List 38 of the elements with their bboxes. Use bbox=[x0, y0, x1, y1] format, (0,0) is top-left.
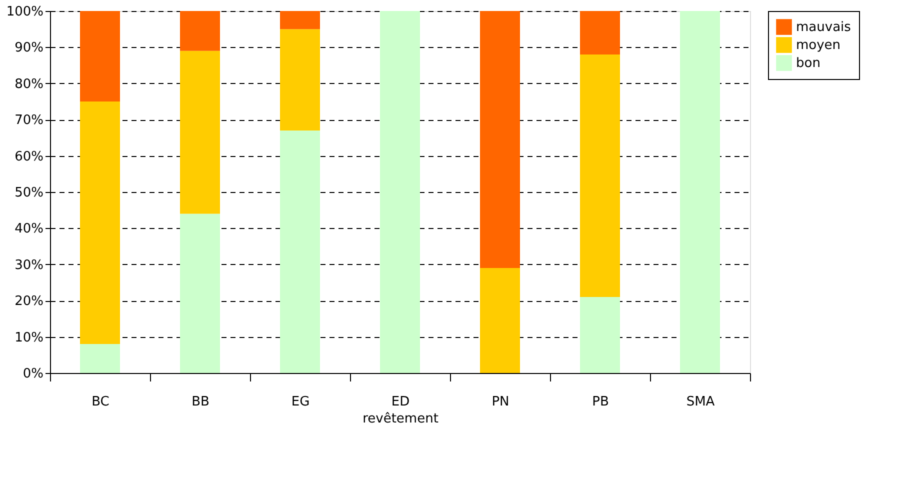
x-tick-label: ED bbox=[391, 394, 410, 410]
x-tick-label: BC bbox=[92, 394, 110, 410]
bar bbox=[180, 50, 220, 214]
x-tick-label: PN bbox=[492, 394, 510, 410]
y-tick-label: 20% bbox=[14, 294, 44, 310]
bar bbox=[580, 54, 620, 297]
legend-label: moyen bbox=[796, 38, 841, 53]
x-tick-label: SMA bbox=[686, 394, 715, 410]
bar bbox=[80, 344, 120, 373]
y-tick-label: 100% bbox=[6, 4, 44, 20]
y-tick-label: 30% bbox=[14, 258, 44, 273]
bar bbox=[280, 130, 320, 373]
bar bbox=[480, 268, 520, 373]
bar bbox=[80, 102, 120, 344]
y-tick-label: 50% bbox=[14, 186, 44, 200]
bar bbox=[280, 29, 320, 130]
x-tick-label: BB bbox=[192, 394, 210, 410]
x-axis-title: revêtement bbox=[362, 412, 438, 426]
legend-label: bon bbox=[796, 56, 820, 71]
bar bbox=[280, 11, 320, 30]
bar bbox=[180, 11, 220, 51]
y-tick-label: 90% bbox=[14, 40, 44, 56]
legend-label: mauvais bbox=[796, 20, 852, 35]
bar bbox=[80, 11, 120, 102]
bar bbox=[380, 11, 420, 373]
y-tick-label: 10% bbox=[14, 330, 44, 346]
bar bbox=[180, 214, 220, 373]
y-tick-label: 40% bbox=[14, 222, 44, 237]
bar bbox=[580, 296, 620, 373]
bar bbox=[580, 11, 620, 54]
y-tick-label: 60% bbox=[14, 149, 44, 164]
x-tick-label: PB bbox=[592, 394, 609, 410]
bar bbox=[480, 11, 520, 268]
x-tick-label: EG bbox=[291, 394, 310, 410]
y-tick-label: 70% bbox=[14, 113, 44, 128]
bar bbox=[680, 11, 720, 373]
y-tick-label: 80% bbox=[14, 76, 44, 92]
y-tick-label: 0% bbox=[22, 366, 44, 382]
